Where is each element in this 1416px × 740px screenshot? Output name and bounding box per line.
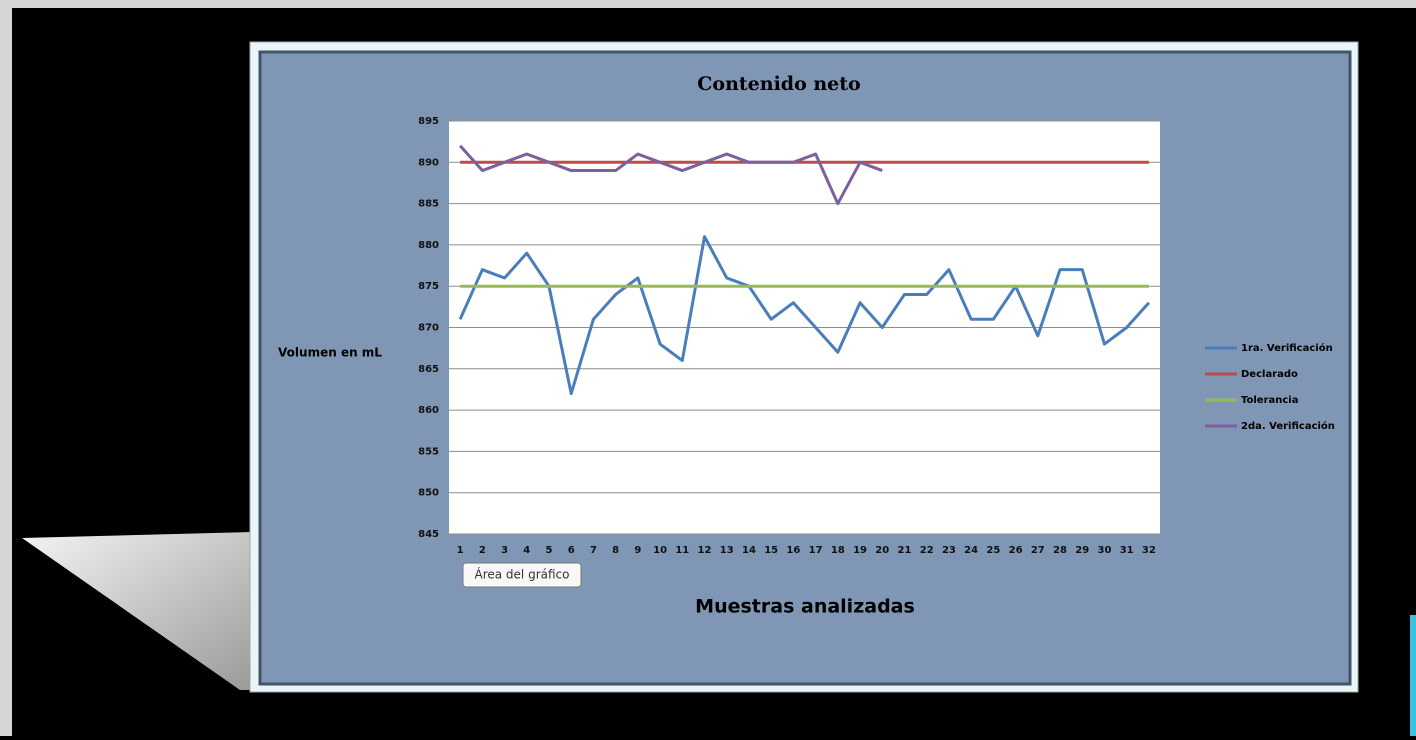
x-tick-label: 11 xyxy=(675,545,689,556)
x-tick-label: 23 xyxy=(942,545,956,556)
top-strip xyxy=(0,0,1416,8)
left-strip xyxy=(0,0,12,736)
x-tick-label: 29 xyxy=(1075,545,1089,556)
x-tick-label: 13 xyxy=(720,545,734,556)
x-tick-label: 5 xyxy=(546,545,553,556)
y-tick-label: 870 xyxy=(418,323,439,334)
x-tick-label: 19 xyxy=(853,545,867,556)
x-tick-label: 6 xyxy=(568,545,575,556)
tooltip-box xyxy=(462,562,582,588)
y-tick-label: 895 xyxy=(418,116,439,127)
x-tick-label: 1 xyxy=(457,545,464,556)
x-tick-label: 12 xyxy=(698,545,712,556)
x-tick-label: 18 xyxy=(831,545,845,556)
x-axis-label: Muestras analizadas xyxy=(695,596,915,618)
y-tick-label: 885 xyxy=(418,199,439,210)
y-tick-label: 875 xyxy=(418,281,439,292)
legend-label: 1ra. Verificación xyxy=(1241,342,1333,354)
series-line xyxy=(458,144,883,206)
x-tick-label: 3 xyxy=(501,545,508,556)
x-tick-label: 26 xyxy=(1009,545,1023,556)
x-tick-label: 30 xyxy=(1097,545,1111,556)
y-tick-label: 860 xyxy=(418,405,439,416)
x-tick-label: 28 xyxy=(1053,545,1067,556)
y-tick-label: 855 xyxy=(418,446,439,457)
x-tick-label: 7 xyxy=(590,545,597,556)
x-tick-label: 15 xyxy=(764,545,778,556)
y-tick-label: 880 xyxy=(418,240,439,251)
x-tick-label: 22 xyxy=(920,545,934,556)
tooltip: Área del gráfico xyxy=(475,567,570,582)
x-tick-label: 10 xyxy=(653,545,667,556)
chart-title: Contenido neto xyxy=(697,73,860,95)
y-tick-label: 865 xyxy=(418,364,439,375)
x-tick-label: 4 xyxy=(523,545,530,556)
legend-label: 2da. Verificación xyxy=(1241,420,1335,432)
x-tick-label: 25 xyxy=(986,545,1000,556)
x-tick-label: 32 xyxy=(1142,545,1156,556)
series-line xyxy=(458,235,1151,396)
x-tick-label: 2 xyxy=(479,545,486,556)
legend-label: Declarado xyxy=(1241,369,1298,380)
x-tick-label: 20 xyxy=(875,545,889,556)
x-tick-label: 27 xyxy=(1031,545,1045,556)
x-tick-label: 24 xyxy=(964,545,978,556)
x-tick-label: 9 xyxy=(634,545,641,556)
x-tick-label: 21 xyxy=(898,545,912,556)
x-tick-label: 17 xyxy=(809,545,823,556)
edge-accent xyxy=(1410,615,1416,736)
x-tick-label: 16 xyxy=(786,545,800,556)
x-tick-label: 8 xyxy=(612,545,619,556)
y-tick-label: 850 xyxy=(418,488,439,499)
shadow xyxy=(22,532,252,690)
legend-label: Tolerancia xyxy=(1241,395,1298,406)
y-tick-label: 845 xyxy=(418,529,439,540)
x-tick-label: 31 xyxy=(1120,545,1134,556)
x-tick-label: 14 xyxy=(742,545,756,556)
y-axis-label: Volumen en mL xyxy=(278,346,382,360)
y-tick-label: 890 xyxy=(418,157,439,168)
